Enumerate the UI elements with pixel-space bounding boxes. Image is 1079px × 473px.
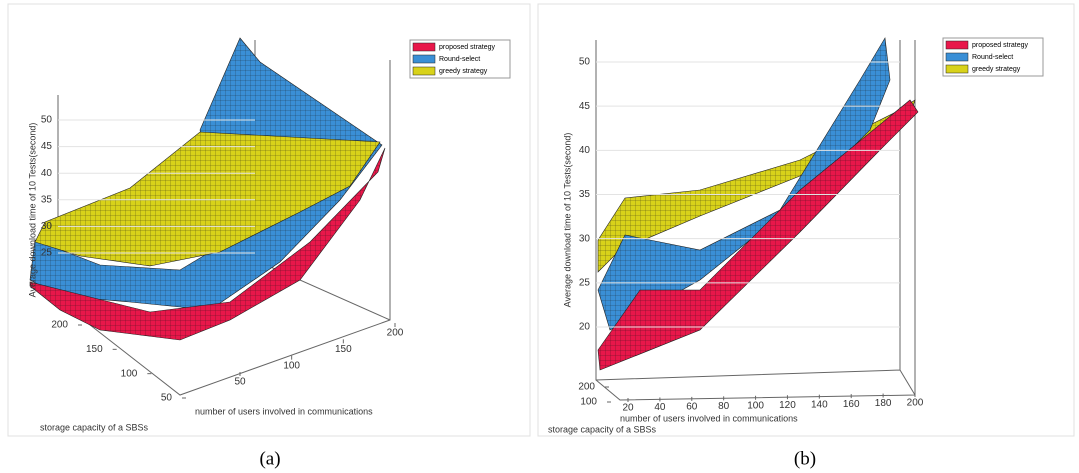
legend-label: greedy strategy bbox=[439, 68, 488, 75]
z-tick-label: 50 bbox=[579, 57, 591, 68]
z-tick-label: 35 bbox=[579, 189, 591, 200]
x-tick-label: 100 bbox=[747, 400, 764, 411]
legend-swatch bbox=[945, 64, 969, 74]
legend: proposed strategy Round-select greedy stra… bbox=[409, 39, 511, 79]
surface-a bbox=[29, 37, 386, 341]
panel-frame bbox=[537, 3, 1075, 437]
z-axis-label: Average download time of 10 Tests(second… bbox=[27, 123, 37, 298]
y-tick-label: 200 bbox=[51, 320, 68, 331]
z-tick-label: 20 bbox=[579, 322, 591, 333]
y-tick-label: 100 bbox=[580, 397, 597, 408]
legend-label: Round-select bbox=[439, 56, 480, 63]
legend-label: proposed strategy bbox=[972, 42, 1029, 49]
x-tick-label: 80 bbox=[718, 401, 730, 412]
caption: (a) bbox=[259, 448, 280, 469]
x-tick-label: 180 bbox=[875, 398, 892, 409]
x-tick-label: 200 bbox=[907, 398, 924, 409]
legend-label: proposed strategy bbox=[439, 44, 496, 51]
legend-swatch bbox=[412, 66, 436, 76]
legend-swatch bbox=[945, 40, 969, 50]
y-axis-label: storage capacity of a SBSs bbox=[548, 424, 657, 434]
z-tick-label: 50 bbox=[41, 115, 53, 126]
z-tick-label: 25 bbox=[579, 277, 591, 288]
chart-panel: 25 30 35 40 45 50 50 100 150 200 50 100 150 200 Averag… bbox=[27, 39, 511, 469]
z-tick-label: 35 bbox=[41, 194, 53, 205]
x-tick-label: 20 bbox=[622, 403, 634, 414]
y-tick-label: 50 bbox=[161, 393, 173, 404]
x-tick-label: 160 bbox=[843, 399, 860, 410]
z-tick-label: 40 bbox=[41, 168, 53, 179]
panel-frame bbox=[7, 3, 531, 437]
legend-label: Round-select bbox=[972, 54, 1013, 61]
x-axis-label: number of users involved in communicatio… bbox=[195, 406, 373, 416]
x-tick-label: 150 bbox=[335, 344, 352, 355]
legend-label: greedy strategy bbox=[972, 66, 1021, 73]
z-tick-label: 30 bbox=[579, 233, 591, 244]
x-tick-label: 140 bbox=[811, 399, 828, 410]
legend-swatch bbox=[945, 52, 969, 62]
surface-b bbox=[597, 37, 919, 371]
chart-panel: 20 25 30 35 40 45 50 20 40 60 80 100 120 140 160 180 200… bbox=[548, 37, 1044, 469]
y-axis-label: storage capacity of a SBSs bbox=[40, 422, 149, 432]
y-tick-label: 150 bbox=[86, 344, 103, 355]
z-tick-label: 45 bbox=[41, 141, 53, 152]
z-tick-label: 30 bbox=[41, 221, 53, 232]
z-tick-label: 25 bbox=[41, 248, 53, 259]
z-tick-label: 45 bbox=[579, 101, 591, 112]
legend-swatch bbox=[412, 42, 436, 52]
x-tick-label: 120 bbox=[779, 400, 796, 411]
y-tick-label: 200 bbox=[578, 382, 595, 393]
z-axis-label: Average download time of 10 Tests(second… bbox=[562, 133, 572, 308]
z-tick-label: 40 bbox=[579, 145, 591, 156]
x-axis-label: number of users involved in communicatio… bbox=[620, 413, 798, 423]
x-tick-label: 40 bbox=[654, 402, 666, 413]
x-tick-label: 100 bbox=[283, 360, 300, 371]
legend: proposed strategy Round-select greedy stra… bbox=[942, 37, 1044, 77]
x-tick-label: 60 bbox=[686, 402, 698, 413]
x-tick-label: 50 bbox=[234, 377, 246, 388]
y-tick-label: 100 bbox=[121, 368, 138, 379]
x-tick-label: 200 bbox=[387, 328, 404, 339]
caption: (b) bbox=[794, 448, 816, 469]
legend-swatch bbox=[412, 54, 436, 64]
